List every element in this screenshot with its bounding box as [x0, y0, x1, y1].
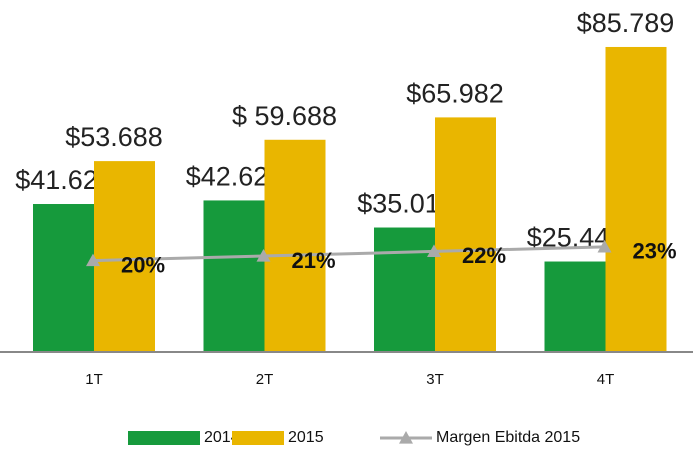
bar [33, 204, 94, 352]
x-tick-label: 4T [597, 371, 615, 388]
bar [435, 117, 496, 352]
data-label: 23% [633, 239, 677, 264]
legend-swatch [232, 431, 284, 445]
line [92, 245, 605, 263]
line-marker [256, 249, 271, 262]
data-label: $65.982 [406, 79, 504, 109]
legend-label: 2014 [204, 429, 240, 446]
data-label: 22% [462, 243, 506, 268]
bar [203, 200, 265, 352]
bar [94, 161, 155, 352]
data-label: 20% [121, 252, 165, 277]
bar [264, 139, 326, 352]
line-marker [597, 239, 612, 253]
bar [544, 261, 606, 352]
bar [374, 227, 435, 352]
data-label: 21% [292, 248, 336, 273]
x-tick-label: 2T [256, 371, 274, 388]
data-label: $85.789 [577, 8, 675, 38]
data-label: $53.688 [65, 122, 163, 152]
x-tick-label: 3T [426, 371, 444, 388]
line-marker [86, 253, 100, 267]
legend-marker [399, 431, 413, 444]
legend-label: Margen Ebitda 2015 [436, 429, 580, 446]
legend-swatch [128, 431, 200, 445]
line-marker [427, 244, 441, 258]
bar [605, 46, 667, 352]
data-label: $ 59.688 [232, 101, 337, 131]
x-tick-label: 1T [85, 371, 103, 388]
legend-label: 2015 [288, 429, 324, 446]
